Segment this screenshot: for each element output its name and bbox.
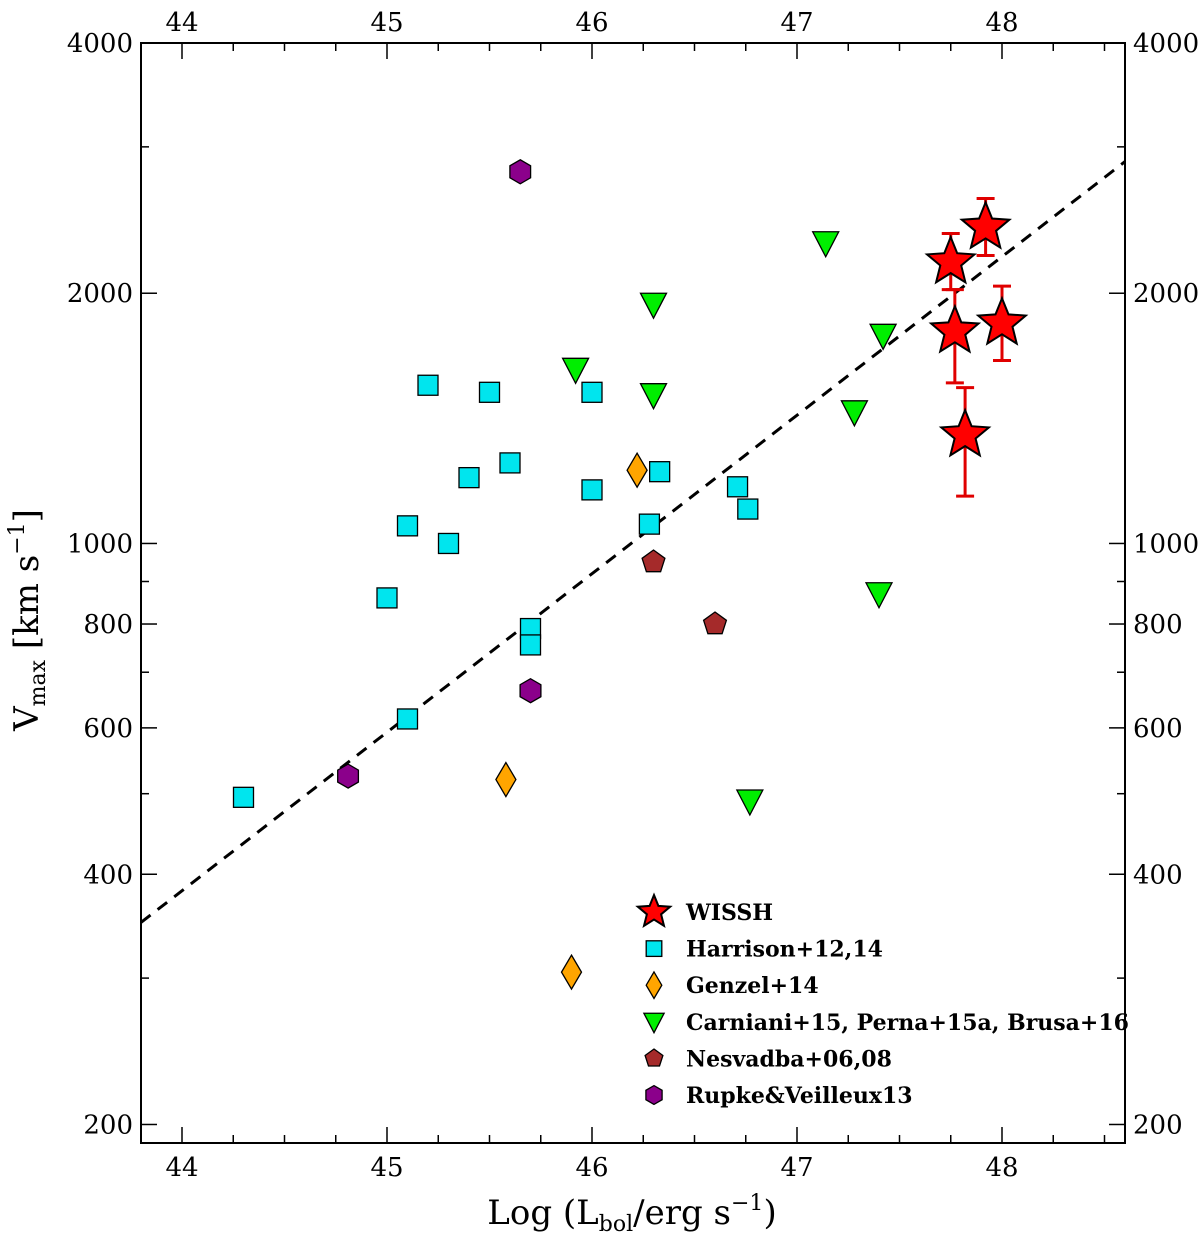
legend-label: Carniani+15, Perna+15a, Brusa+16 xyxy=(686,1010,1129,1036)
data-point-square xyxy=(499,452,521,474)
y-tick-label-right: 800 xyxy=(1133,610,1183,640)
y-tick-label: 600 xyxy=(83,714,133,744)
data-point-triangle-down xyxy=(639,383,668,411)
y-tick-label: 2000 xyxy=(67,279,133,309)
data-point-pentagon xyxy=(702,611,728,635)
y-tick-label: 800 xyxy=(83,610,133,640)
y-tick-label: 400 xyxy=(83,860,133,890)
series-diamond xyxy=(495,451,648,991)
data-point-triangle-down xyxy=(869,323,898,351)
data-point-square xyxy=(458,466,480,489)
x-axis-title: Log (Lbol/erg s−1) xyxy=(487,1191,776,1234)
legend-label: Nesvadba+06,08 xyxy=(686,1046,892,1072)
legend-marker-diamond xyxy=(645,970,663,1000)
x-tick-label: 45 xyxy=(370,1153,403,1183)
data-point-square xyxy=(581,479,603,501)
data-point-star xyxy=(924,234,978,285)
data-point-square xyxy=(519,634,542,656)
y-tick-label-right: 200 xyxy=(1133,1110,1183,1140)
legend-label: WISSH xyxy=(685,900,773,926)
data-point-triangle-down xyxy=(811,231,840,259)
plot-area: 44 44 45 45 46 46 47 47 48 48 200 200 400 400 600 600 80… xyxy=(67,8,1199,1183)
y-tick-label: 4000 xyxy=(67,29,133,59)
x-tick-label: 47 xyxy=(780,1153,813,1183)
x-tick-label-top: 48 xyxy=(985,8,1018,38)
fit-line xyxy=(140,160,1126,924)
data-point-triangle-down xyxy=(561,357,590,385)
data-point-diamond xyxy=(626,451,648,489)
series-square xyxy=(232,374,759,808)
data-point-square xyxy=(638,513,661,535)
data-point-square xyxy=(478,381,501,403)
series-pentagon xyxy=(641,549,728,635)
x-tick-label: 46 xyxy=(575,1153,608,1183)
x-tick-label-top: 47 xyxy=(780,8,813,38)
legend-marker-pentagon xyxy=(644,1048,664,1067)
y-tick-label-right: 4000 xyxy=(1133,29,1199,59)
x-tick-label-top: 45 xyxy=(370,8,403,38)
x-tick-label: 44 xyxy=(165,1153,198,1183)
legend-label: Genzel+14 xyxy=(686,973,819,999)
series-triangle-down xyxy=(561,231,898,817)
data-point-square xyxy=(376,587,398,609)
data-point-triangle-down xyxy=(840,400,869,428)
legend-marker-star xyxy=(635,892,673,928)
data-point-square xyxy=(396,708,419,730)
data-point-star xyxy=(938,407,992,458)
y-tick-label: 200 xyxy=(83,1110,133,1140)
x-tick-label: 48 xyxy=(985,1153,1018,1183)
x-tick-label-top: 46 xyxy=(575,8,608,38)
x-tick-label-top: 44 xyxy=(165,8,198,38)
data-point-triangle-down xyxy=(864,582,894,610)
legend-marker-square xyxy=(645,940,663,958)
legend-label: Rupke&Veilleux13 xyxy=(686,1083,913,1109)
y-tick-label-right: 400 xyxy=(1133,860,1183,890)
y-tick-label-right: 1000 xyxy=(1133,529,1199,559)
data-point-square xyxy=(726,476,749,498)
y-axis-title: Vmax [km s−1] xyxy=(5,509,51,732)
legend-label: Harrison+12,14 xyxy=(686,937,883,963)
data-point-hexagon xyxy=(519,677,542,704)
data-point-square xyxy=(417,374,439,396)
data-point-star xyxy=(959,199,1012,250)
y-tick-label-right: 2000 xyxy=(1133,279,1199,309)
plot-frame xyxy=(140,42,1126,1144)
data-point-diamond xyxy=(560,953,583,991)
data-point-square xyxy=(232,786,255,808)
data-point-triangle-down xyxy=(735,789,764,817)
data-point-square xyxy=(649,461,671,483)
series-star xyxy=(924,197,1029,498)
data-point-square xyxy=(437,532,460,555)
series-hexagon xyxy=(337,159,542,789)
data-point-square xyxy=(737,498,759,520)
legend: WISSH Harrison+12,14 Genzel+14 Carniani+15,… xyxy=(635,892,1129,1109)
legend-marker-triangle-down xyxy=(642,1012,666,1035)
data-point-square xyxy=(581,381,603,403)
data-point-triangle-down xyxy=(639,292,668,320)
data-point-star xyxy=(928,303,982,354)
y-tick-label: 1000 xyxy=(67,529,133,559)
legend-marker-hexagon xyxy=(645,1084,663,1106)
data-point-star xyxy=(975,295,1029,346)
data-point-diamond xyxy=(495,761,517,798)
data-point-hexagon xyxy=(509,159,532,185)
data-point-hexagon xyxy=(337,763,360,789)
y-tick-label-right: 600 xyxy=(1133,714,1183,744)
data-point-pentagon xyxy=(641,549,666,573)
data-point-square xyxy=(396,515,419,537)
